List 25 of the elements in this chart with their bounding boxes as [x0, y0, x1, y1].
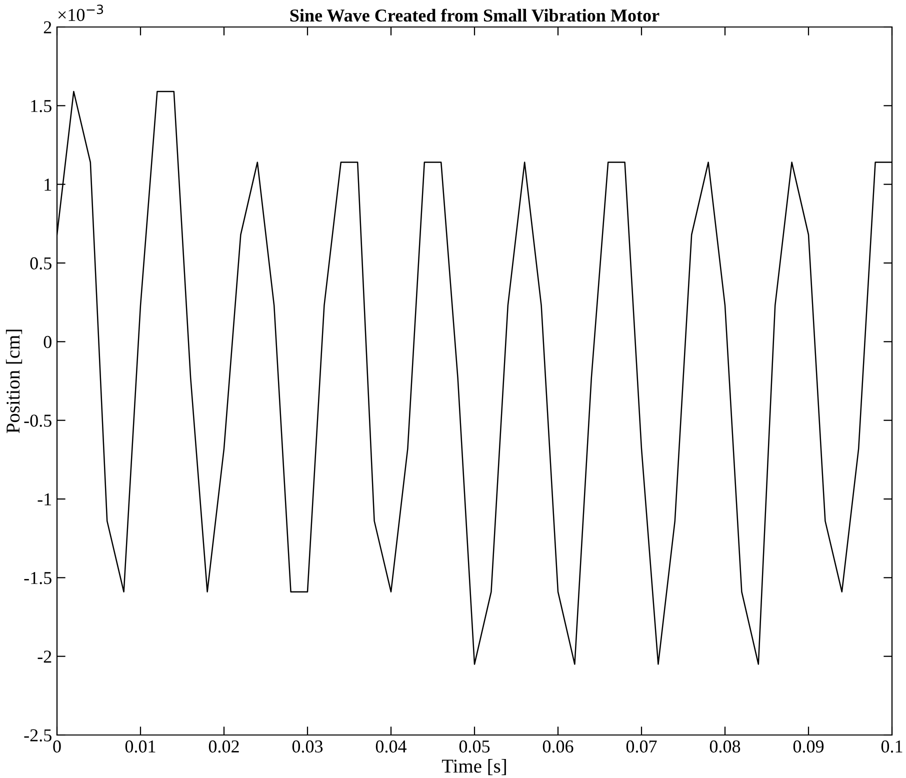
x-tick-label: 0.02 [208, 740, 239, 753]
y-tick-label: -1.5 [24, 572, 52, 584]
y-tick-label: -1 [38, 493, 52, 506]
x-axis-title: Time [s] [442, 759, 506, 776]
x-tick-label: 0.06 [542, 740, 574, 753]
x-tick-label: 0 [53, 740, 61, 753]
y-tick-label: -2 [38, 650, 52, 663]
x-tick-label: 0.07 [626, 740, 657, 753]
x-tick-label: 0.08 [710, 740, 740, 753]
x-tick-label: 0.09 [793, 740, 824, 753]
x-tick-label: 0.04 [376, 740, 407, 753]
y-tick-label: 0 [44, 336, 52, 348]
y-tick-label: -2.5 [24, 729, 52, 742]
x-tick-label: 0.03 [292, 740, 323, 753]
x-tick-label: 0.01 [125, 740, 156, 753]
chart-title: Sine Wave Created from Small Vibration Motor [290, 8, 660, 22]
y-tick-label: 1.5 [31, 100, 52, 112]
text: ×10$^{−3}$ [58, 4, 104, 22]
y-tick-label: -0.5 [24, 414, 52, 427]
x-tick-label: 0.1 [881, 740, 902, 753]
y-axis-title: Position [cm] [6, 330, 22, 434]
y-tick-label: 2 [44, 21, 52, 34]
y-tick-label: 0.5 [30, 257, 52, 270]
y-tick-label: 1 [44, 178, 52, 191]
x-tick-label: 0.05 [459, 740, 490, 753]
